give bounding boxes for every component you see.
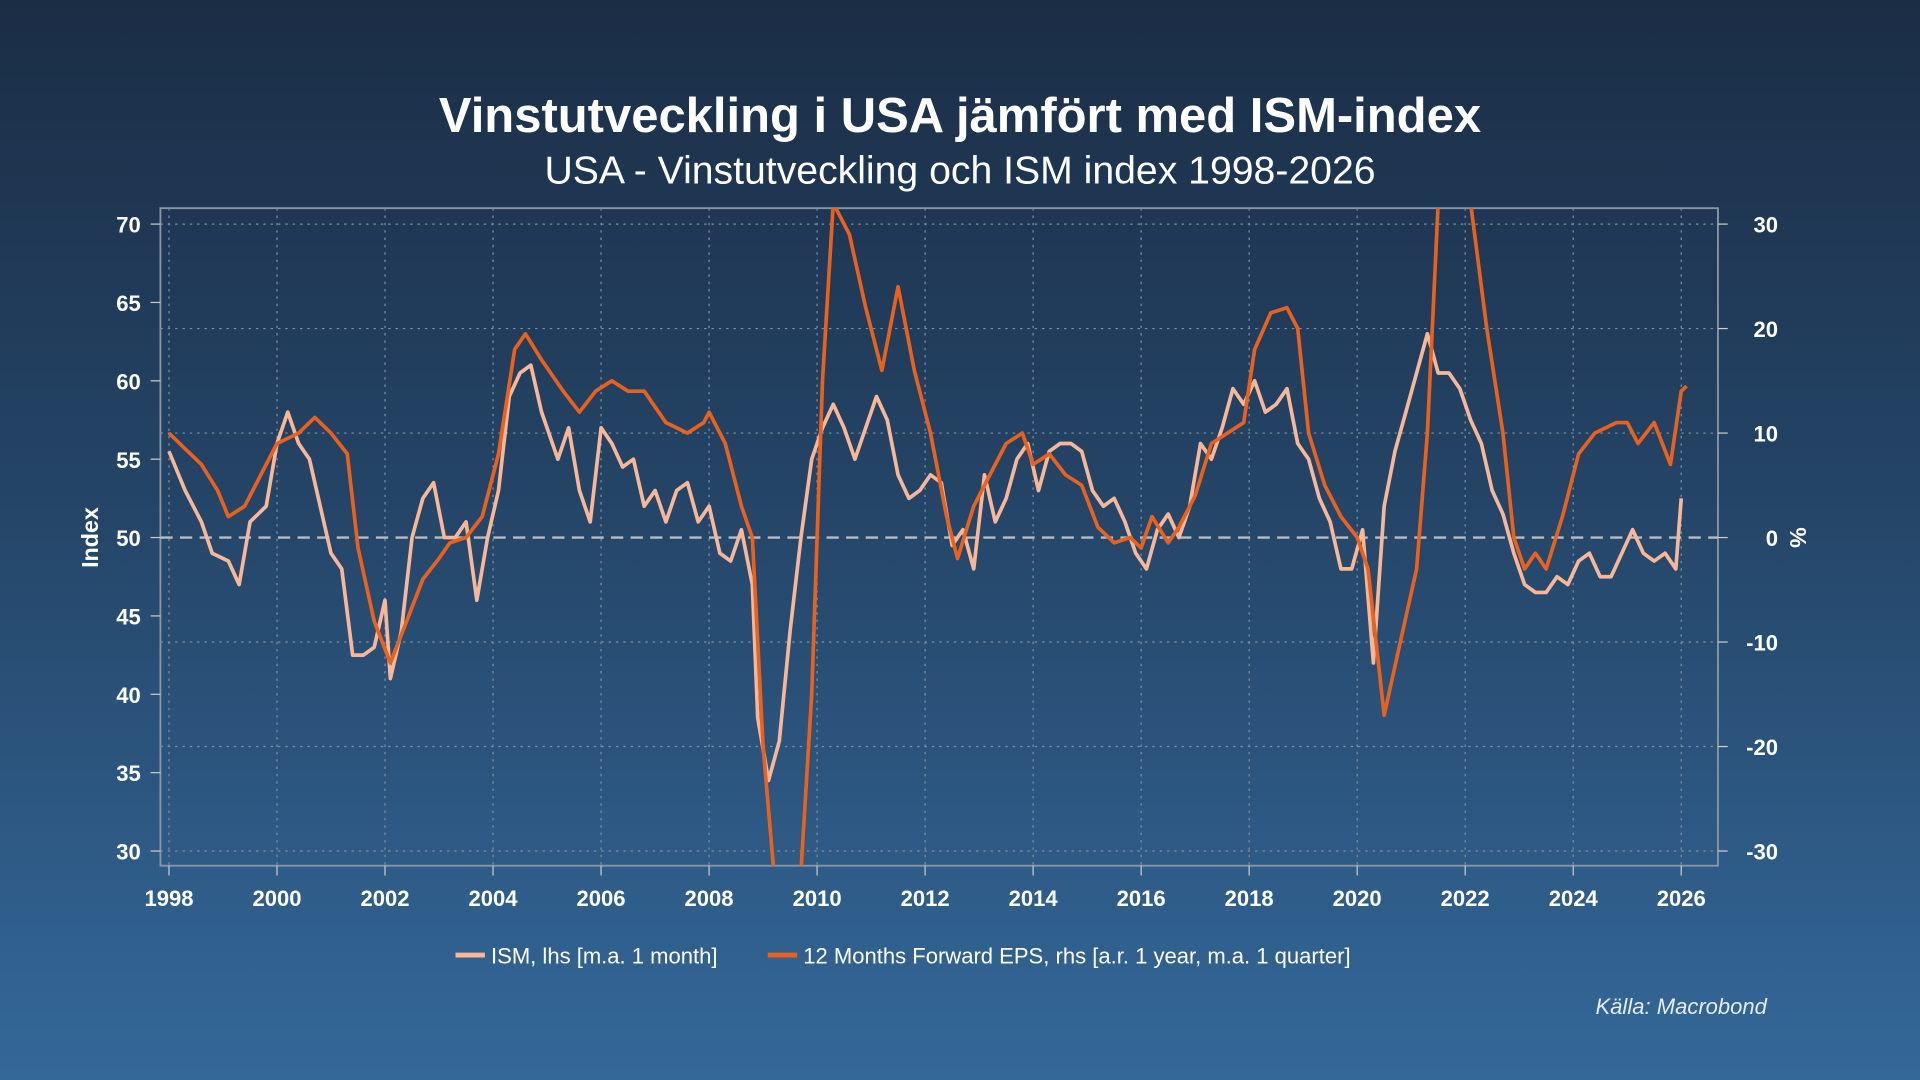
y2-tick-label: 10 [1753,422,1778,447]
x-tick-label: 1998 [144,886,193,911]
chart-subtitle: USA - Vinstutveckling och ISM index 1998… [544,150,1375,193]
legend-label-eps: 12 Months Forward EPS, rhs [a.r. 1 year,… [803,944,1350,969]
x-tick-label: 2014 [1009,886,1059,911]
y-tick-label: 50 [116,526,141,551]
chart-title: Vinstutveckling i USA jämfört med ISM-in… [439,89,1481,143]
y2-tick-label: -20 [1746,735,1778,760]
y-tick-label: 40 [116,683,141,708]
y-tick-label: 60 [116,369,141,394]
grid [160,208,1718,866]
legend: ISM, lhs [m.a. 1 month] 12 Months Forwar… [455,944,1351,969]
legend-label-ism: ISM, lhs [m.a. 1 month] [491,944,718,969]
axes-ticks: 1998 2000 2002 2004 2006 2008 2010 2012 2014 2016… [116,213,1778,911]
x-tick-label: 2024 [1549,886,1599,911]
eps-series-line [167,208,1688,866]
x-tick-label: 2002 [361,886,410,911]
source-note: Källa: Macrobond [1595,994,1767,1019]
y2-tick-label: 30 [1753,213,1778,238]
ism-series-line [167,331,1684,783]
y2-tick-label: -10 [1746,631,1778,656]
y-tick-label: 30 [116,840,141,865]
x-tick-label: 2026 [1657,886,1706,911]
x-tick-label: 2016 [1117,886,1166,911]
series-lines [167,208,1688,866]
x-tick-label: 2018 [1225,886,1274,911]
y-axis-label: Index [77,507,103,568]
y-tick-label: 35 [116,761,141,786]
x-tick-label: 2008 [685,886,734,911]
x-tick-label: 2006 [577,886,626,911]
y-tick-label: 55 [116,448,141,473]
y2-tick-label: 20 [1753,317,1778,342]
x-tick-label: 2000 [252,886,301,911]
y2-tick-label: 0 [1766,526,1778,551]
x-tick-label: 2010 [793,886,842,911]
x-tick-label: 2020 [1333,886,1382,911]
y2-tick-label: -30 [1746,840,1778,865]
x-tick-label: 2012 [901,886,950,911]
y-tick-label: 45 [116,604,141,629]
x-tick-label: 2022 [1441,886,1490,911]
y2-axis-label: % [1785,527,1811,548]
x-tick-label: 2004 [469,886,519,911]
y-tick-label: 65 [116,291,141,316]
y-tick-label: 70 [116,213,141,238]
